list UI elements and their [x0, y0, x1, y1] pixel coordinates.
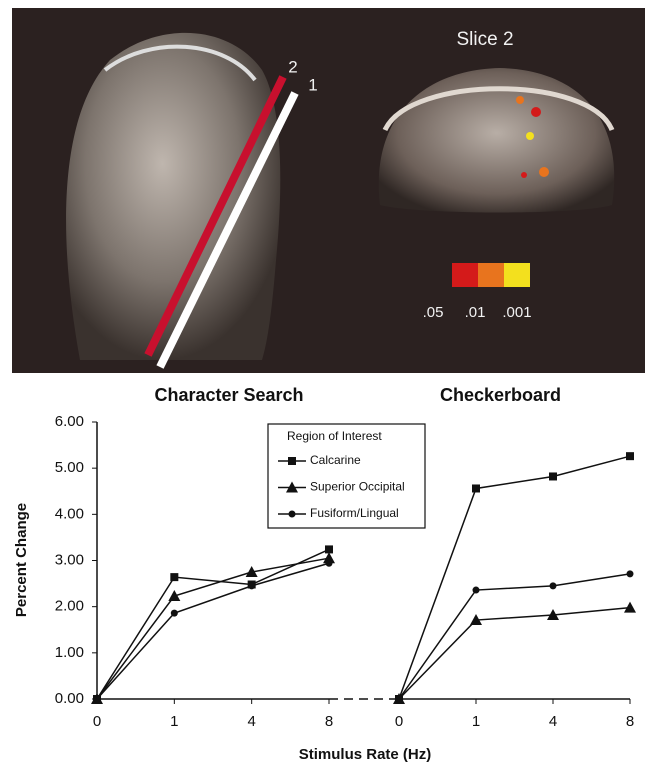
marker	[168, 590, 180, 601]
scale-swatch	[504, 263, 530, 287]
marker	[326, 560, 333, 567]
activation	[539, 167, 549, 177]
x-tick-label: 4	[549, 713, 557, 730]
scale-swatch	[478, 263, 504, 287]
y-tick-label: 5.00	[55, 459, 84, 476]
x-tick-label: 1	[472, 713, 480, 730]
scale-swatch	[452, 263, 478, 287]
y-tick-label: 6.00	[55, 413, 84, 430]
y-axis-label: Percent Change	[13, 503, 30, 617]
scale-label: .01	[465, 304, 486, 321]
x-tick-label: 0	[395, 713, 403, 730]
marker	[549, 472, 557, 480]
panel-title: Checkerboard	[440, 385, 561, 405]
marker	[472, 484, 480, 492]
figure: Slice 2 21.05.01.001 0.001.002.003.004.0…	[0, 0, 656, 769]
marker	[170, 573, 178, 581]
slice-label: Slice 2	[456, 29, 513, 50]
x-tick-label: 1	[170, 713, 178, 730]
y-tick-label: 2.00	[55, 598, 84, 615]
y-tick-label: 4.00	[55, 505, 84, 522]
scale-label: .001	[502, 304, 531, 321]
legend-label: Superior Occipital	[310, 480, 405, 494]
series-line	[97, 558, 329, 699]
y-tick-label: 0.00	[55, 690, 84, 707]
y-tick-label: 3.00	[55, 551, 84, 568]
chart: 0.00 1.00 2.00 3.00 4.00 5.00 6.00 Percent Chan…	[13, 385, 636, 763]
x-tick-label: 8	[626, 713, 634, 730]
legend-marker	[289, 511, 296, 518]
x-tick-label: 8	[325, 713, 333, 730]
marker	[396, 696, 403, 703]
legend-title: Region of Interest	[287, 429, 382, 443]
series-line	[97, 549, 329, 699]
legend-label: Fusiform/Lingual	[310, 506, 399, 520]
marker	[94, 696, 101, 703]
legend-label: Calcarine	[310, 453, 361, 467]
x-tick-label: 4	[247, 713, 255, 730]
marker	[627, 570, 634, 577]
activation	[531, 107, 541, 117]
x-axis-label: Stimulus Rate (Hz)	[299, 746, 432, 763]
x-tick-label: 0	[93, 713, 101, 730]
activation	[526, 132, 534, 140]
activation	[516, 96, 524, 104]
series-line	[399, 608, 630, 699]
series-line	[399, 574, 630, 699]
marker	[624, 602, 636, 613]
marker	[171, 610, 178, 617]
scale-label: .05	[423, 304, 444, 321]
y-tick-label: 1.00	[55, 644, 84, 661]
activation	[521, 172, 527, 178]
slice-line-label: 1	[308, 75, 317, 94]
marker	[473, 587, 480, 594]
marker	[626, 452, 634, 460]
page: {"image": {"slice_label": "Slice 2", "li…	[0, 0, 656, 774]
slice-line-label: 2	[288, 57, 297, 76]
legend-marker	[288, 457, 296, 465]
marker	[248, 582, 255, 589]
marker	[550, 582, 557, 589]
panel-title: Character Search	[154, 385, 303, 405]
